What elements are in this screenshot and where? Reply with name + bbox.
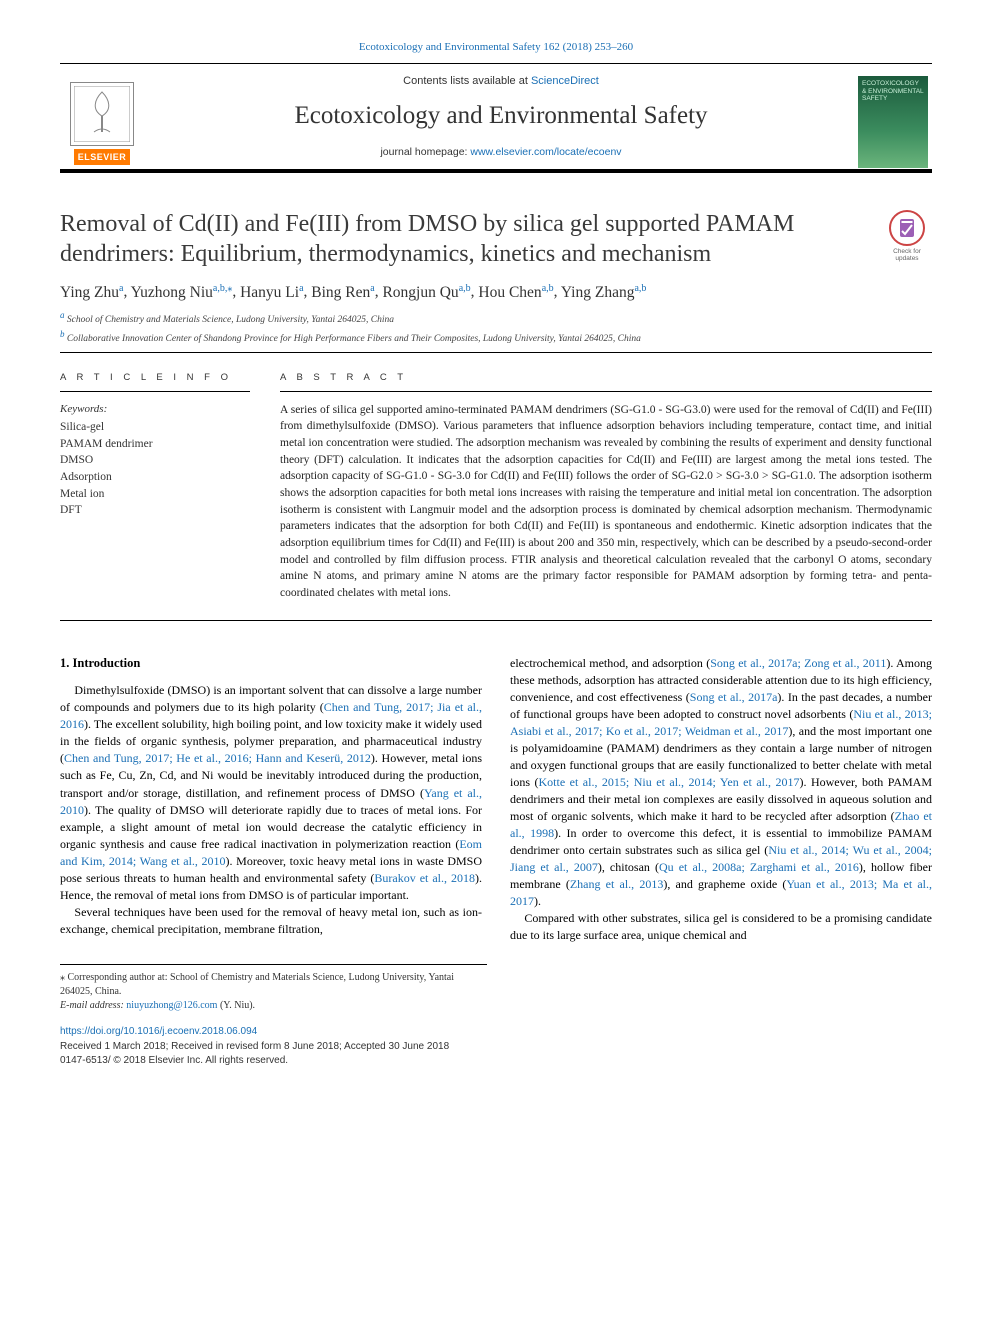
article-info-head: A R T I C L E I N F O bbox=[60, 371, 250, 391]
running-head: Ecotoxicology and Environmental Safety 1… bbox=[60, 40, 932, 55]
email-who: (Y. Niu). bbox=[220, 1000, 255, 1011]
keywords-list: Silica-gelPAMAM dendrimerDMSOAdsorptionM… bbox=[60, 419, 250, 519]
keyword: Metal ion bbox=[60, 486, 250, 503]
citation-link[interactable]: Burakov et al., 2018 bbox=[374, 871, 475, 885]
author: Hou Chena,b bbox=[478, 284, 553, 301]
keyword: Adsorption bbox=[60, 469, 250, 486]
author: Rongjun Qua,b bbox=[382, 284, 470, 301]
citation-link[interactable]: Song et al., 2017a bbox=[690, 690, 778, 704]
citation-link[interactable]: Kotte et al., 2015; Niu et al., 2014; Ye… bbox=[539, 775, 800, 789]
email-label: E-mail address: bbox=[60, 1000, 124, 1011]
article-history: Received 1 March 2018; Received in revis… bbox=[60, 1040, 932, 1055]
divider bbox=[60, 352, 932, 353]
author-aff: a,b bbox=[634, 282, 646, 293]
publisher-badge: ELSEVIER bbox=[74, 149, 131, 166]
corr-marker: ⁎ bbox=[60, 972, 65, 983]
abstract-head: A B S T R A C T bbox=[280, 371, 932, 391]
sciencedirect-link[interactable]: ScienceDirect bbox=[531, 75, 599, 87]
journal-homepage: journal homepage: www.elsevier.com/locat… bbox=[154, 145, 848, 160]
author-aff: a,b, bbox=[213, 282, 227, 293]
doi-link[interactable]: https://doi.org/10.1016/j.ecoenv.2018.06… bbox=[60, 1025, 932, 1040]
author-list: Ying Zhua, Yuzhong Niua,b,⁎, Hanyu Lia, … bbox=[60, 281, 932, 303]
keywords-label: Keywords: bbox=[60, 402, 250, 417]
citation-link[interactable]: Zhang et al., 2013 bbox=[570, 877, 664, 891]
author-aff: a bbox=[299, 282, 303, 293]
journal-name: Ecotoxicology and Environmental Safety bbox=[154, 98, 848, 133]
divider bbox=[60, 620, 932, 621]
article-title: Removal of Cd(II) and Fe(III) from DMSO … bbox=[60, 209, 862, 269]
copyright: 0147-6513/ © 2018 Elsevier Inc. All righ… bbox=[60, 1054, 932, 1069]
corr-text: Corresponding author at: School of Chemi… bbox=[60, 972, 454, 997]
author: Ying Zhanga,b bbox=[561, 284, 647, 301]
author: Bing Rena bbox=[311, 284, 374, 301]
journal-cover-thumb: ECOTOXICOLOGY & ENVIRONMENTAL SAFETY bbox=[858, 70, 932, 169]
citation-link[interactable]: Chen and Tung, 2017; He et al., 2016; Ha… bbox=[64, 751, 371, 765]
publisher-logo-block: ELSEVIER bbox=[60, 70, 144, 169]
author: Hanyu Lia bbox=[240, 284, 303, 301]
abstract-text: A series of silica gel supported amino-t… bbox=[280, 402, 932, 602]
author: Ying Zhua bbox=[60, 284, 123, 301]
check-updates-icon bbox=[888, 209, 926, 247]
email-link[interactable]: niuyuzhong@126.com bbox=[126, 1000, 217, 1011]
keyword: Silica-gel bbox=[60, 419, 250, 436]
elsevier-tree-icon bbox=[70, 82, 134, 146]
section-heading: 1. Introduction bbox=[60, 655, 482, 673]
author-aff: a,b bbox=[542, 282, 554, 293]
affiliation: a School of Chemistry and Materials Scie… bbox=[60, 309, 932, 327]
keyword: PAMAM dendrimer bbox=[60, 436, 250, 453]
author: Yuzhong Niua,b,⁎ bbox=[131, 284, 233, 301]
contents-line: Contents lists available at ScienceDirec… bbox=[154, 74, 848, 89]
affiliation: b Collaborative Innovation Center of Sha… bbox=[60, 328, 932, 346]
article-footer: https://doi.org/10.1016/j.ecoenv.2018.06… bbox=[60, 1025, 932, 1069]
keyword: DMSO bbox=[60, 452, 250, 469]
keyword: DFT bbox=[60, 502, 250, 519]
journal-homepage-link[interactable]: www.elsevier.com/locate/ecoenv bbox=[470, 146, 621, 158]
citation-link[interactable]: Song et al., 2017a; Zong et al., 2011 bbox=[710, 656, 886, 670]
running-head-link[interactable]: Ecotoxicology and Environmental Safety 1… bbox=[359, 41, 633, 53]
affiliations: a School of Chemistry and Materials Scie… bbox=[60, 309, 932, 346]
author-aff: a bbox=[370, 282, 374, 293]
footnotes: ⁎ Corresponding author at: School of Che… bbox=[60, 964, 487, 1013]
check-updates-badge[interactable]: Check for updates bbox=[882, 209, 932, 269]
citation-link[interactable]: Qu et al., 2008a; Zarghami et al., 2016 bbox=[659, 860, 859, 874]
masthead: ELSEVIER Contents lists available at Sci… bbox=[60, 63, 932, 173]
author-aff: a,b bbox=[459, 282, 471, 293]
author-aff: a bbox=[119, 282, 123, 293]
body-text: 1. Introduction Dimethylsulfoxide (DMSO)… bbox=[60, 655, 932, 945]
